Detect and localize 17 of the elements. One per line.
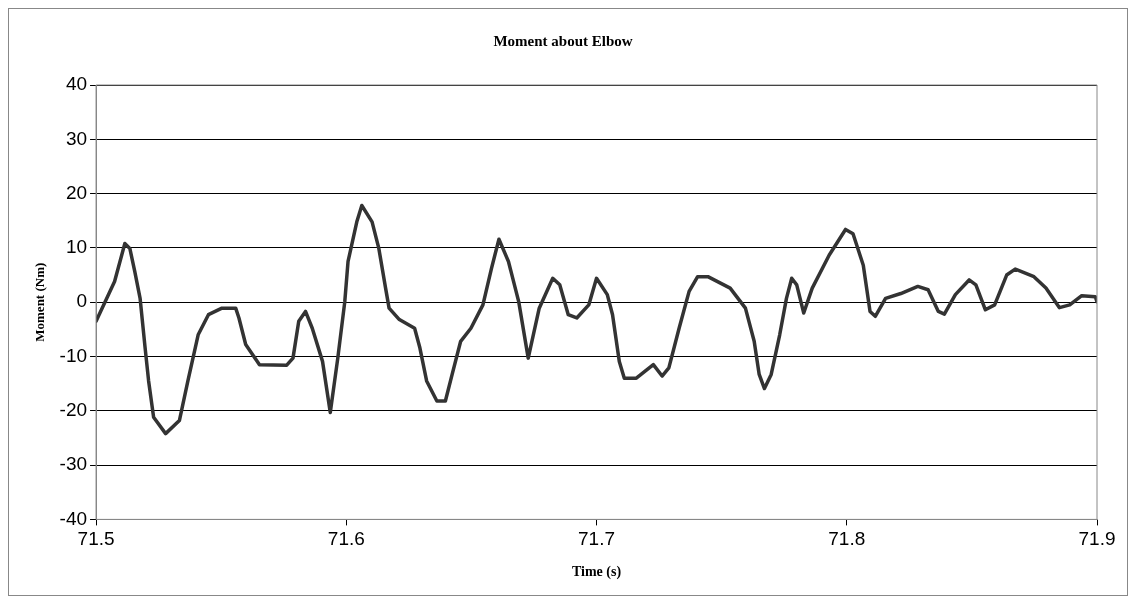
x-tick-label: 71.6 xyxy=(327,528,365,550)
x-tick-label: 71.7 xyxy=(578,528,616,550)
y-tick-label: 30 xyxy=(65,127,88,149)
x-tick-label: 71.8 xyxy=(828,528,866,550)
x-tick-label: 71.5 xyxy=(77,528,115,550)
chart-title: Moment about Elbow xyxy=(493,32,633,49)
y-tick-label: 20 xyxy=(65,181,88,203)
y-tick-label: -30 xyxy=(59,453,88,475)
y-tick-label: -40 xyxy=(59,507,88,529)
x-axis-title: Time (s) xyxy=(571,564,622,581)
y-axis-title: Moment (Nm) xyxy=(32,262,48,342)
y-tick-label: 0 xyxy=(76,290,88,312)
y-tick-label: -20 xyxy=(59,399,88,421)
y-tick-label: -10 xyxy=(59,344,88,366)
x-tick-label: 71.9 xyxy=(1078,528,1116,550)
y-tick-label: 40 xyxy=(65,73,88,95)
y-tick-label: 10 xyxy=(65,236,88,258)
